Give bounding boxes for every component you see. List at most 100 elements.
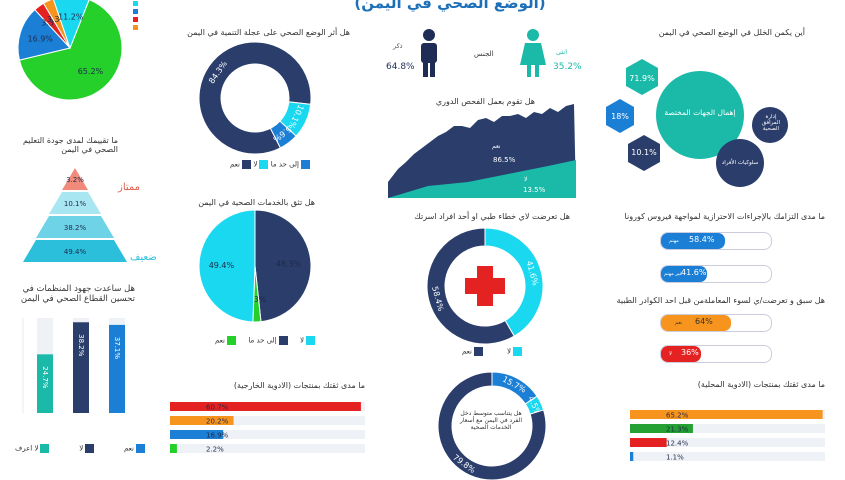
organizations-legend-swatch-1	[40, 444, 50, 453]
trust-slice-3	[198, 209, 256, 323]
organizations-legend: لا اعرف لا نعم	[15, 444, 145, 453]
local-meds-bar-4-track	[630, 452, 825, 461]
foreign-meds-bar-3-label: 16.9%	[206, 432, 229, 440]
medical-error-legend-item-1: نعم	[462, 347, 483, 356]
imbalance-bubble-facilities	[752, 107, 788, 143]
trust-legend-swatch-3	[305, 336, 315, 345]
education-level-2-label: 10.1%	[64, 200, 87, 208]
education-level-2	[49, 192, 101, 214]
imbalance-main-label: إهمال الجهات المختصة	[664, 108, 736, 117]
covid-bar-2-fill	[661, 266, 707, 282]
organizations-question: هل ساعدت جهود المنظمات في تحسين القطاع ا…	[20, 284, 135, 304]
top-left-pie-slice-4-label: 3.3%	[47, 15, 68, 24]
covid-bar-2-label: غير مهتم	[664, 271, 683, 277]
female-percentage: 35.2%	[553, 62, 582, 72]
education-level-4-label: 49.4%	[64, 248, 87, 256]
female-label: انثى	[556, 48, 567, 56]
education-bottom-label: ضعيف	[130, 252, 157, 263]
organizations-bar-2-label: 38.2%	[77, 334, 85, 357]
trust-question: هل تثق بالخدمات الصحية في اليمن	[198, 198, 315, 207]
top-left-legend	[133, 0, 173, 32]
organizations-legend-text-1: لا اعرف	[15, 444, 39, 453]
organizations-legend-swatch-2	[85, 444, 95, 453]
local-meds-question: ما مدى ثقتك بمنتجات (الادوية المحلية)	[697, 380, 825, 389]
top-left-pie-slice-2-label: 16.9%	[27, 34, 53, 43]
imbalance-bubble-behavior	[716, 139, 764, 187]
medical-error-legend: نعم لا	[462, 347, 522, 356]
development-legend-text-1: نعم	[230, 160, 240, 169]
mistreatment-bar-2-fill	[661, 346, 701, 362]
organizations-legend-item-3: نعم	[124, 444, 145, 453]
cost-question: هل يتناسب متوسط دخل الفرد في اليمن مع أس…	[459, 410, 523, 431]
organizations-legend-text-3: نعم	[124, 444, 134, 453]
medical-error-legend-item-2: لا	[507, 347, 522, 356]
covid-bar-1-fill	[661, 233, 726, 249]
foreign-meds-bar-3-track	[170, 430, 365, 439]
checkup-no-area	[388, 160, 576, 198]
foreign-meds-bar-1	[170, 402, 361, 411]
education-top-label: ممتاز	[118, 182, 141, 193]
checkup-yes-label: نعم	[492, 143, 501, 150]
local-meds-bar-3-label: 12.4%	[666, 440, 689, 448]
male-icon	[421, 29, 437, 77]
mistreatment-bar-1-fill	[661, 315, 732, 331]
top-left-pie-slice-4	[42, 0, 71, 49]
medical-error-legend-swatch-2	[513, 347, 522, 356]
foreign-meds-bar-3	[170, 430, 224, 439]
foreign-meds-bar-2-track	[170, 416, 365, 425]
development-question: هل أثر الوضع الصحي على عجلة التنمية في ا…	[187, 28, 350, 37]
trust-legend-item-2: إلى حد ما	[248, 336, 288, 345]
imbalance-behavior-label: سلوكيات الأفراد	[721, 160, 759, 166]
top-left-legend-swatch-1	[133, 0, 138, 6]
mistreatment-bar-1-label: نعم	[675, 320, 683, 326]
local-meds-bar-4	[630, 452, 634, 461]
organizations-bar-1-label: 24.7%	[41, 366, 49, 389]
top-left-legend-swatch-4	[133, 24, 138, 30]
female-icon	[520, 29, 546, 77]
mistreatment-bar-1: 64% نعم	[660, 314, 772, 332]
imbalance-facilities-pct: 18%	[611, 112, 629, 121]
mistreatment-bar-2-label: لا	[669, 351, 672, 357]
education-level-3	[36, 216, 114, 238]
top-left-legend-item-1	[133, 0, 173, 8]
local-meds-bar-1	[630, 410, 823, 419]
covid-bar-2: 41.6% غير مهتم	[660, 265, 772, 283]
local-meds-bar-3	[630, 438, 667, 447]
education-level-3-label: 38.2%	[64, 224, 87, 232]
top-left-legend-swatch-3	[133, 16, 138, 22]
imbalance-hexagon-2	[606, 99, 634, 133]
development-legend-item-3: إلى حد ما	[271, 160, 310, 169]
local-meds-bar-3-track	[630, 438, 825, 447]
cost-donut-chart: 15.7%4.5%79.8%	[437, 371, 547, 480]
organizations-bar-3-label: 37.1%	[113, 337, 121, 360]
checkup-question: هل تقوم بعمل الفحص الدوري	[435, 97, 535, 106]
medical-error-slice-2	[426, 227, 515, 345]
page-title: (الوضع الصحي في اليمن)	[354, 0, 546, 12]
trust-legend-text-3: لا	[299, 336, 304, 345]
development-legend-item-1: نعم	[230, 160, 251, 169]
development-legend-swatch-3	[300, 160, 310, 169]
development-legend: نعم لا إلى حد ما	[230, 160, 310, 169]
gender-chart	[421, 29, 546, 77]
gender-label: الجنس	[474, 50, 494, 58]
top-left-legend-swatch-2	[133, 8, 138, 14]
male-percentage: 64.8%	[386, 62, 415, 72]
top-left-pie-slice-5-label: 11.2%	[58, 12, 84, 21]
top-left-pie-slice-5	[53, 0, 90, 50]
medical-error-question: هل تعرضت لاي خطاء طبي او أحد افراد اسرتك	[414, 212, 570, 221]
covid-bar-1: 58.4% مهتم	[660, 232, 772, 250]
organizations-bar-2	[73, 322, 89, 413]
development-legend-swatch-2	[259, 160, 269, 169]
imbalance-bubble-chart: 71.9% 18% 10.1%	[606, 59, 788, 187]
organizations-legend-text-2: لا	[79, 444, 84, 453]
organizations-legend-item-2: لا	[79, 444, 95, 453]
covid-bar-1-label: مهتم	[669, 238, 679, 244]
education-question: ما تقييمك لمدى جودة التعليم الصحي في الي…	[22, 136, 118, 154]
organizations-bar-3	[109, 324, 125, 413]
development-legend-text-3: إلى حد ما	[270, 160, 299, 169]
trust-slice-1	[254, 209, 312, 323]
education-level-1-label: 3.2%	[66, 176, 84, 184]
top-left-legend-item-3	[133, 16, 173, 24]
top-left-pie-slice-1	[18, 0, 123, 101]
mistreatment-bar-1-pct: 64%	[695, 317, 713, 326]
